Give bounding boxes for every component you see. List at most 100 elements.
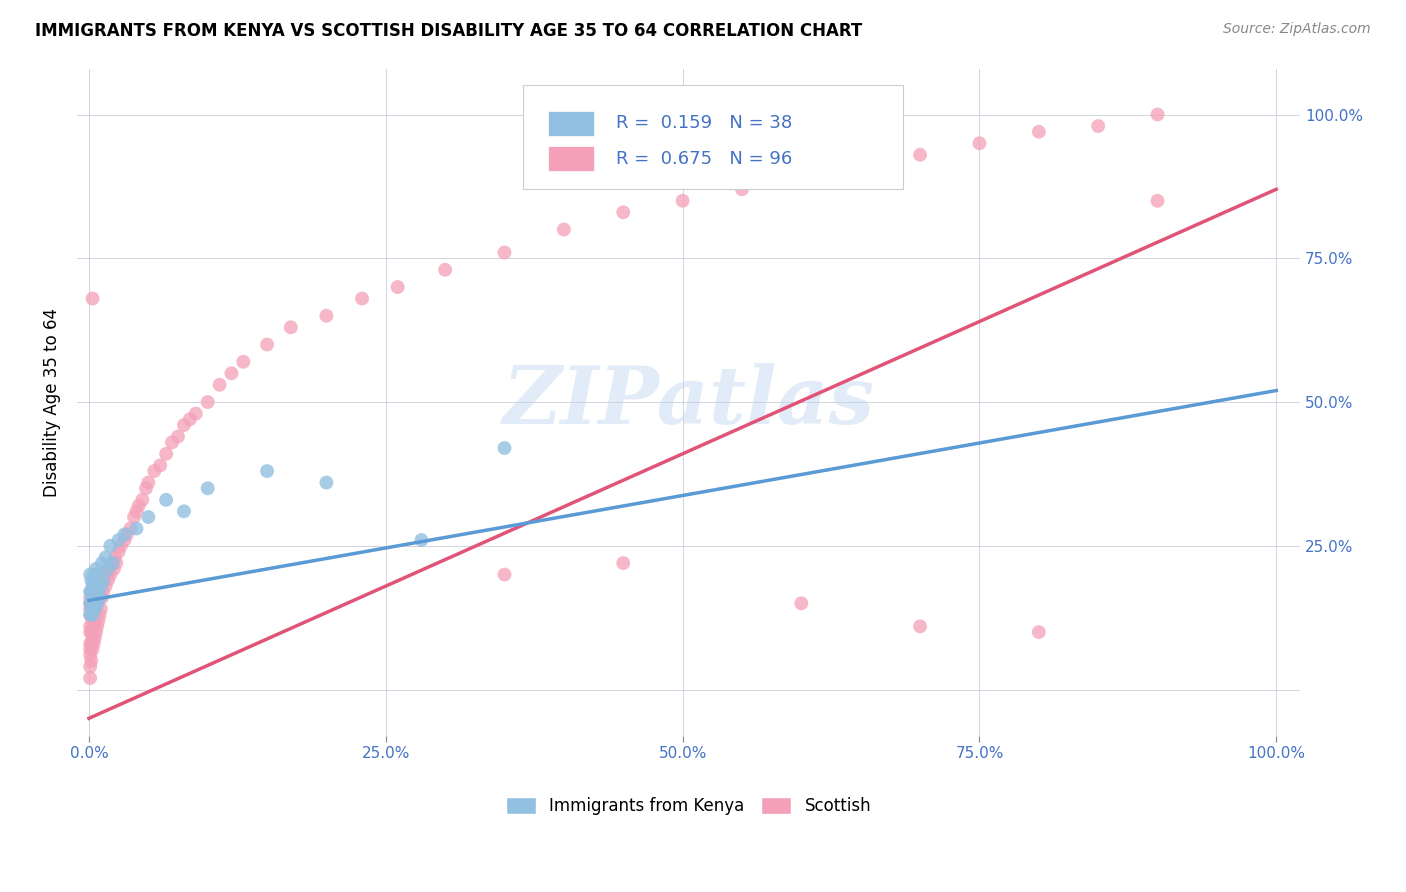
Point bbox=[94, 550, 117, 565]
Point bbox=[83, 596, 105, 610]
Point bbox=[94, 579, 117, 593]
Point bbox=[115, 527, 138, 541]
FancyBboxPatch shape bbox=[523, 86, 903, 188]
Point bbox=[98, 562, 121, 576]
Point bbox=[672, 194, 695, 208]
Point bbox=[83, 619, 105, 633]
Point bbox=[79, 636, 101, 650]
Point bbox=[131, 492, 153, 507]
Point bbox=[79, 607, 101, 622]
Point bbox=[1028, 125, 1050, 139]
Point bbox=[80, 574, 103, 588]
Point bbox=[90, 579, 112, 593]
Point bbox=[79, 596, 101, 610]
Point bbox=[82, 642, 104, 657]
Point bbox=[83, 567, 105, 582]
Point bbox=[96, 567, 118, 582]
Point bbox=[80, 636, 103, 650]
Point bbox=[143, 464, 166, 478]
Point bbox=[79, 584, 101, 599]
Text: IMMIGRANTS FROM KENYA VS SCOTTISH DISABILITY AGE 35 TO 64 CORRELATION CHART: IMMIGRANTS FROM KENYA VS SCOTTISH DISABI… bbox=[35, 22, 862, 40]
Point bbox=[91, 584, 114, 599]
Point bbox=[79, 671, 101, 685]
Point bbox=[80, 654, 103, 668]
Point bbox=[79, 659, 101, 673]
Point bbox=[80, 584, 103, 599]
Point bbox=[101, 556, 124, 570]
Point bbox=[97, 574, 120, 588]
Point bbox=[1087, 119, 1109, 133]
Point bbox=[114, 533, 136, 547]
Point bbox=[1146, 194, 1168, 208]
Point bbox=[125, 522, 148, 536]
Point bbox=[90, 584, 112, 599]
Point bbox=[411, 533, 433, 547]
Point bbox=[1146, 107, 1168, 121]
Point bbox=[105, 556, 128, 570]
Point bbox=[731, 182, 754, 196]
Point bbox=[80, 607, 103, 622]
Point bbox=[82, 591, 104, 605]
Point bbox=[232, 355, 254, 369]
Point bbox=[494, 567, 516, 582]
Point bbox=[80, 625, 103, 640]
Point bbox=[80, 602, 103, 616]
Point bbox=[97, 562, 120, 576]
Point bbox=[790, 596, 813, 610]
Text: ZIPatlas: ZIPatlas bbox=[502, 363, 875, 441]
Point bbox=[136, 510, 159, 524]
Point bbox=[98, 539, 121, 553]
Point bbox=[208, 377, 231, 392]
Point bbox=[790, 170, 813, 185]
Point bbox=[553, 222, 575, 236]
Point bbox=[107, 533, 129, 547]
Point bbox=[91, 574, 114, 588]
Point bbox=[79, 619, 101, 633]
Point bbox=[79, 596, 101, 610]
Point bbox=[136, 475, 159, 490]
Point bbox=[79, 591, 101, 605]
Point bbox=[83, 596, 105, 610]
Point bbox=[79, 607, 101, 622]
Point bbox=[86, 596, 108, 610]
FancyBboxPatch shape bbox=[548, 111, 595, 136]
Point bbox=[122, 510, 145, 524]
Point bbox=[79, 648, 101, 662]
Point bbox=[84, 602, 107, 616]
Point bbox=[125, 504, 148, 518]
Point bbox=[89, 591, 111, 605]
Point bbox=[83, 602, 105, 616]
Point bbox=[114, 527, 136, 541]
Point bbox=[82, 579, 104, 593]
Point bbox=[101, 556, 124, 570]
Point bbox=[160, 435, 183, 450]
Point bbox=[197, 395, 219, 409]
Point bbox=[167, 429, 190, 443]
Point bbox=[87, 591, 110, 605]
Point bbox=[1028, 625, 1050, 640]
Y-axis label: Disability Age 35 to 64: Disability Age 35 to 64 bbox=[44, 308, 60, 497]
Point bbox=[135, 481, 157, 495]
Point bbox=[93, 574, 115, 588]
Point bbox=[149, 458, 172, 473]
Point bbox=[184, 407, 207, 421]
Point bbox=[434, 262, 457, 277]
Point bbox=[79, 642, 101, 657]
Point bbox=[82, 631, 104, 645]
Point bbox=[908, 619, 931, 633]
Text: R =  0.675   N = 96: R = 0.675 N = 96 bbox=[616, 150, 793, 168]
Point bbox=[849, 159, 872, 173]
Point bbox=[387, 280, 409, 294]
Point bbox=[84, 591, 107, 605]
Point bbox=[84, 625, 107, 640]
Point bbox=[87, 584, 110, 599]
Point bbox=[494, 245, 516, 260]
Legend: Immigrants from Kenya, Scottish: Immigrants from Kenya, Scottish bbox=[499, 790, 877, 822]
Point bbox=[80, 584, 103, 599]
Point bbox=[908, 148, 931, 162]
Point bbox=[79, 567, 101, 582]
Point bbox=[221, 366, 243, 380]
Point bbox=[86, 567, 108, 582]
Point bbox=[173, 418, 195, 433]
Point bbox=[197, 481, 219, 495]
